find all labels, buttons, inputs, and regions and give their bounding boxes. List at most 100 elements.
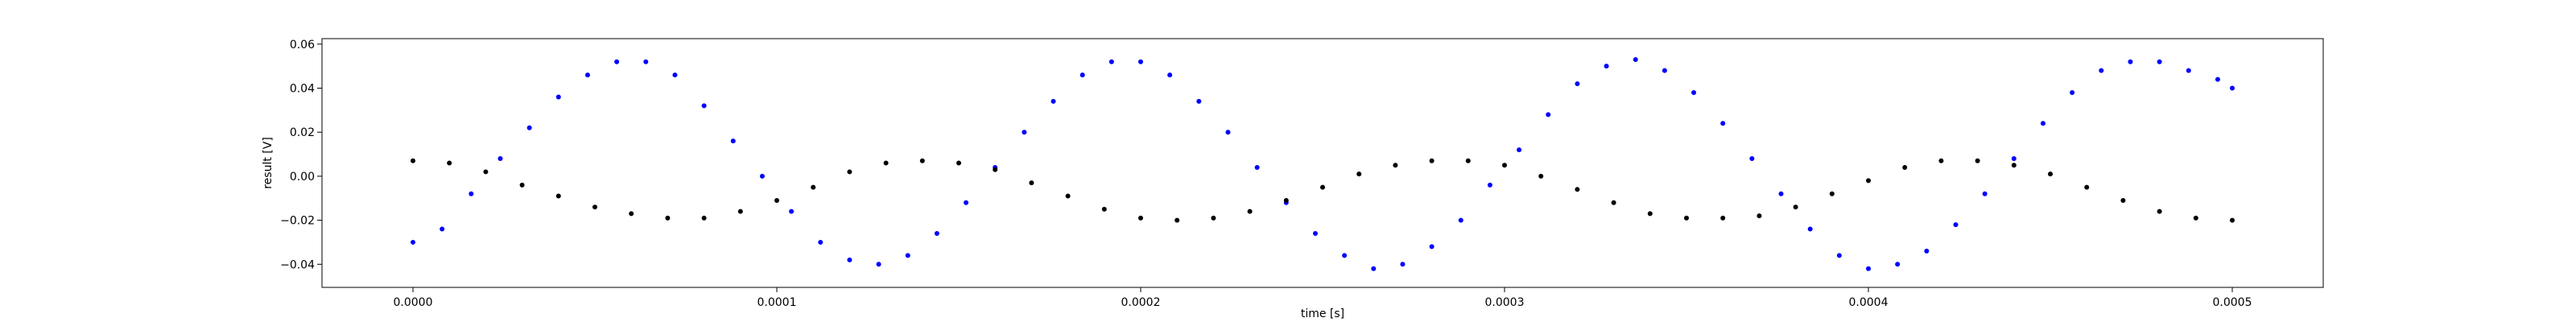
- data-point: [643, 59, 649, 64]
- data-point: [1342, 253, 1348, 258]
- data-point: [555, 94, 561, 100]
- y-tick-label: 0.00: [290, 171, 315, 184]
- data-point: [818, 239, 824, 245]
- data-point: [2230, 217, 2235, 223]
- y-tick-label: −0.04: [280, 258, 315, 271]
- data-point: [1662, 68, 1667, 73]
- data-point: [2048, 171, 2053, 177]
- data-point: [592, 204, 597, 210]
- data-point: [1975, 158, 1980, 163]
- x-tick-label: 0.0005: [2213, 296, 2252, 309]
- data-points: [411, 56, 2235, 271]
- data-point: [730, 138, 736, 144]
- data-point: [2230, 85, 2235, 91]
- data-point: [1254, 164, 1260, 170]
- data-point: [1312, 231, 1318, 236]
- data-point: [1429, 244, 1435, 250]
- data-point: [1458, 217, 1463, 223]
- data-point: [737, 208, 743, 214]
- data-point: [789, 208, 795, 214]
- data-point: [526, 125, 532, 130]
- data-point: [1065, 193, 1071, 199]
- data-point: [1895, 262, 1901, 267]
- data-point: [2070, 90, 2075, 95]
- data-point: [1778, 191, 1784, 196]
- data-point: [1371, 266, 1377, 271]
- data-point: [1211, 215, 1216, 221]
- data-point: [1611, 200, 1616, 205]
- data-point: [1283, 197, 1289, 203]
- data-point: [1138, 59, 1143, 64]
- data-point: [2215, 76, 2220, 82]
- data-point: [934, 231, 939, 236]
- data-point: [1400, 262, 1406, 267]
- y-tick-label: −0.02: [280, 215, 315, 228]
- data-point: [1196, 98, 1202, 104]
- data-point: [847, 257, 852, 262]
- data-point: [1836, 253, 1842, 258]
- x-tick-label: 0.0004: [1849, 296, 1889, 309]
- data-point: [1108, 59, 1114, 64]
- y-tick-label: 0.02: [290, 126, 315, 139]
- x-tick-label: 0.0002: [1121, 296, 1161, 309]
- data-point: [440, 226, 445, 232]
- data-point: [1080, 72, 1085, 78]
- data-point: [1953, 222, 1959, 228]
- data-point: [497, 156, 503, 162]
- data-point: [1502, 163, 1507, 168]
- data-point: [2040, 121, 2046, 126]
- data-point: [1902, 164, 1908, 170]
- data-point: [1575, 81, 1580, 87]
- data-point: [1022, 130, 1027, 135]
- data-point: [1647, 211, 1653, 217]
- series-1: [411, 56, 2235, 271]
- data-point: [701, 215, 707, 221]
- data-point: [1684, 215, 1689, 221]
- data-point: [1051, 98, 1056, 104]
- data-point: [1720, 215, 1726, 221]
- data-point: [1138, 215, 1143, 221]
- data-point: [1429, 158, 1435, 163]
- x-axis-ticks: 0.0000 0.0001 0.0002 0.0003 0.0004 0.0005: [394, 287, 2252, 309]
- data-point: [2157, 59, 2162, 64]
- data-point: [993, 167, 998, 172]
- data-point: [1029, 180, 1034, 186]
- data-point: [629, 211, 634, 217]
- data-point: [905, 253, 910, 258]
- data-point: [1982, 191, 1988, 196]
- data-point: [1101, 206, 1107, 212]
- data-point: [1575, 187, 1580, 192]
- data-point: [1633, 56, 1638, 62]
- y-tick-label: 0.04: [290, 83, 315, 96]
- data-point: [1356, 171, 1362, 177]
- data-point: [1691, 90, 1697, 95]
- data-point: [447, 160, 452, 166]
- x-tick-label: 0.0003: [1485, 296, 1525, 309]
- data-point: [1167, 72, 1173, 78]
- data-point: [2157, 208, 2162, 214]
- data-point: [672, 72, 678, 78]
- data-point: [1546, 112, 1551, 118]
- data-point: [1938, 158, 1944, 163]
- data-point: [2084, 184, 2090, 190]
- data-point: [701, 103, 707, 109]
- data-point: [411, 239, 415, 245]
- data-point: [1225, 130, 1231, 135]
- x-axis-label: time [s]: [1301, 308, 1344, 320]
- data-point: [2011, 163, 2017, 168]
- data-point: [876, 262, 881, 267]
- data-point: [774, 197, 779, 203]
- plot-area-frame: [321, 38, 2324, 288]
- data-point: [1829, 191, 1835, 196]
- data-point: [2186, 68, 2191, 73]
- data-point: [519, 182, 525, 188]
- data-point: [1604, 64, 1609, 69]
- x-tick-label: 0.0001: [758, 296, 797, 309]
- data-point: [1517, 147, 1522, 153]
- data-point: [555, 193, 561, 199]
- data-point: [1793, 204, 1798, 210]
- data-point: [584, 72, 590, 78]
- data-point: [1487, 182, 1492, 188]
- data-point: [469, 191, 474, 196]
